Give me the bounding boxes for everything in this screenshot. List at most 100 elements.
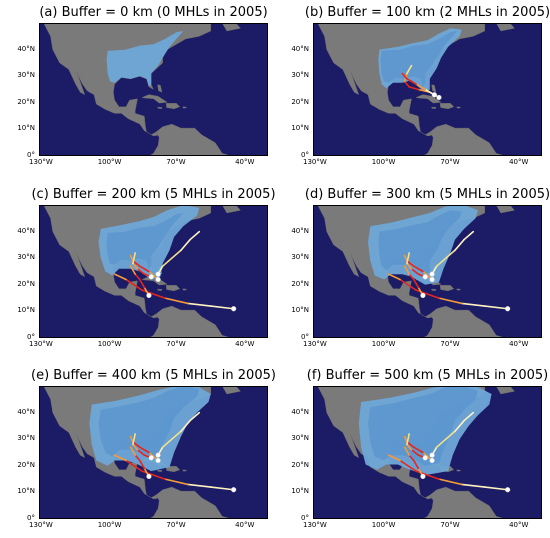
track-origin-marker bbox=[148, 455, 154, 461]
hurricane-track-segment bbox=[461, 483, 486, 488]
hurricane-track-segment bbox=[125, 459, 143, 472]
x-tick-label: 100°W bbox=[97, 340, 122, 348]
hurricane-track-segment bbox=[415, 83, 427, 91]
y-tick-label: 20°N bbox=[17, 460, 35, 469]
y-tick-label: 40°N bbox=[17, 44, 35, 53]
hurricane-track-segment bbox=[189, 411, 201, 422]
hurricane-track-segment bbox=[403, 265, 410, 275]
y-tick-label: 0° bbox=[301, 333, 309, 341]
x-tick-label: 70°W bbox=[166, 521, 186, 529]
buffer-core bbox=[368, 386, 478, 466]
map-frame bbox=[39, 205, 268, 338]
track-origin-marker bbox=[431, 92, 437, 98]
track-origin-marker bbox=[155, 271, 161, 277]
hurricane-track-segment bbox=[138, 265, 150, 273]
land-mass bbox=[422, 305, 506, 338]
land-mass bbox=[157, 84, 163, 93]
y-tick-label: 0° bbox=[27, 514, 35, 522]
y-tick-label: 20°N bbox=[17, 279, 35, 288]
x-tick-label: 100°W bbox=[371, 158, 396, 166]
hurricane-track-segment bbox=[132, 443, 139, 451]
land-mass bbox=[439, 285, 455, 292]
hurricane-track-segment bbox=[445, 249, 456, 260]
hurricane-track-segment bbox=[164, 478, 189, 486]
x-tick-label: 130°W bbox=[303, 158, 327, 166]
y-tick-label: 20°N bbox=[291, 279, 309, 288]
track-origin-marker bbox=[420, 292, 426, 299]
y-tick-label: 30°N bbox=[17, 253, 35, 262]
x-tick-label: 100°W bbox=[97, 158, 122, 166]
y-tick-label: 30°N bbox=[291, 434, 309, 443]
map-panel-2 bbox=[313, 23, 542, 156]
hurricane-track-segment bbox=[412, 459, 420, 470]
land-mass bbox=[431, 84, 437, 93]
y-tick-label: 40°N bbox=[17, 226, 35, 235]
hurricane-track-segment bbox=[134, 273, 141, 281]
x-tick-label: 130°W bbox=[303, 340, 327, 348]
y-tick-label: 40°N bbox=[291, 407, 309, 416]
hurricane-track-segment bbox=[410, 268, 420, 275]
x-tick-label: 40°W bbox=[235, 340, 255, 348]
track-origin-marker bbox=[155, 276, 161, 283]
land-mass bbox=[165, 466, 181, 473]
hurricane-track-segment bbox=[132, 433, 136, 446]
x-tick-label: 40°W bbox=[509, 158, 529, 166]
land-mass bbox=[148, 486, 232, 519]
track-origin-marker bbox=[429, 271, 435, 277]
land-mass bbox=[456, 469, 461, 472]
hurricane-track-segment bbox=[406, 78, 417, 85]
map-frame bbox=[39, 386, 268, 519]
map-panel-3 bbox=[39, 205, 268, 338]
y-tick-label: 0° bbox=[301, 151, 309, 159]
hurricane-track-segment bbox=[136, 449, 146, 456]
x-tick-label: 130°W bbox=[29, 521, 53, 529]
land-mass bbox=[439, 103, 455, 110]
track-origin-marker bbox=[422, 274, 428, 280]
buffer-core bbox=[380, 31, 458, 87]
y-tick-label: 30°N bbox=[291, 253, 309, 262]
hurricane-track-segment bbox=[129, 446, 136, 456]
hurricane-track-segment bbox=[410, 449, 420, 456]
hurricane-track-segment bbox=[180, 238, 191, 252]
land-mass bbox=[141, 94, 168, 104]
hurricane-track-segment bbox=[403, 254, 408, 262]
y-tick-label: 10°N bbox=[17, 124, 35, 133]
x-tick-label: 100°W bbox=[97, 521, 122, 529]
x-tick-label: 40°W bbox=[509, 521, 529, 529]
land-mass bbox=[431, 106, 437, 109]
x-tick-label: 70°W bbox=[166, 158, 186, 166]
land-mass bbox=[456, 106, 461, 109]
track-origin-marker bbox=[146, 473, 152, 480]
land-mass bbox=[148, 305, 232, 338]
map-panel-1 bbox=[39, 23, 268, 156]
hurricane-track-segment bbox=[161, 257, 173, 267]
hurricane-track-segment bbox=[132, 262, 139, 270]
buffer-core bbox=[106, 213, 184, 269]
y-tick-label: 10°N bbox=[17, 306, 35, 315]
hurricane-track-segment bbox=[129, 265, 136, 275]
hurricane-track-segment bbox=[171, 249, 182, 260]
land-mass bbox=[456, 288, 461, 291]
track-origin-marker bbox=[231, 306, 237, 312]
hurricane-track-segment bbox=[483, 486, 509, 491]
land-mass bbox=[182, 469, 187, 472]
hurricane-track-segment bbox=[399, 459, 417, 472]
x-tick-label: 130°W bbox=[29, 158, 53, 166]
y-tick-label: 20°N bbox=[17, 97, 35, 106]
hurricane-track-segment bbox=[387, 273, 401, 281]
hurricane-track-segment bbox=[187, 302, 212, 307]
hurricane-track-segment bbox=[454, 419, 465, 433]
hurricane-track-segment bbox=[134, 454, 141, 462]
hurricane-track-segment bbox=[138, 278, 146, 289]
x-tick-label: 40°W bbox=[235, 158, 255, 166]
panel-title-1: (a) Buffer = 0 km (0 MHLs in 2005) bbox=[39, 5, 268, 20]
hurricane-track-segment bbox=[435, 257, 447, 267]
land-mass bbox=[221, 205, 241, 214]
y-tick-label: 40°N bbox=[291, 44, 309, 53]
panel-title-6: (f) Buffer = 500 km (5 MHLs in 2005) bbox=[306, 368, 549, 383]
track-origin-marker bbox=[155, 457, 161, 464]
track-origin-marker bbox=[420, 473, 426, 480]
y-tick-label: 0° bbox=[27, 151, 35, 159]
map-frame bbox=[313, 386, 542, 519]
